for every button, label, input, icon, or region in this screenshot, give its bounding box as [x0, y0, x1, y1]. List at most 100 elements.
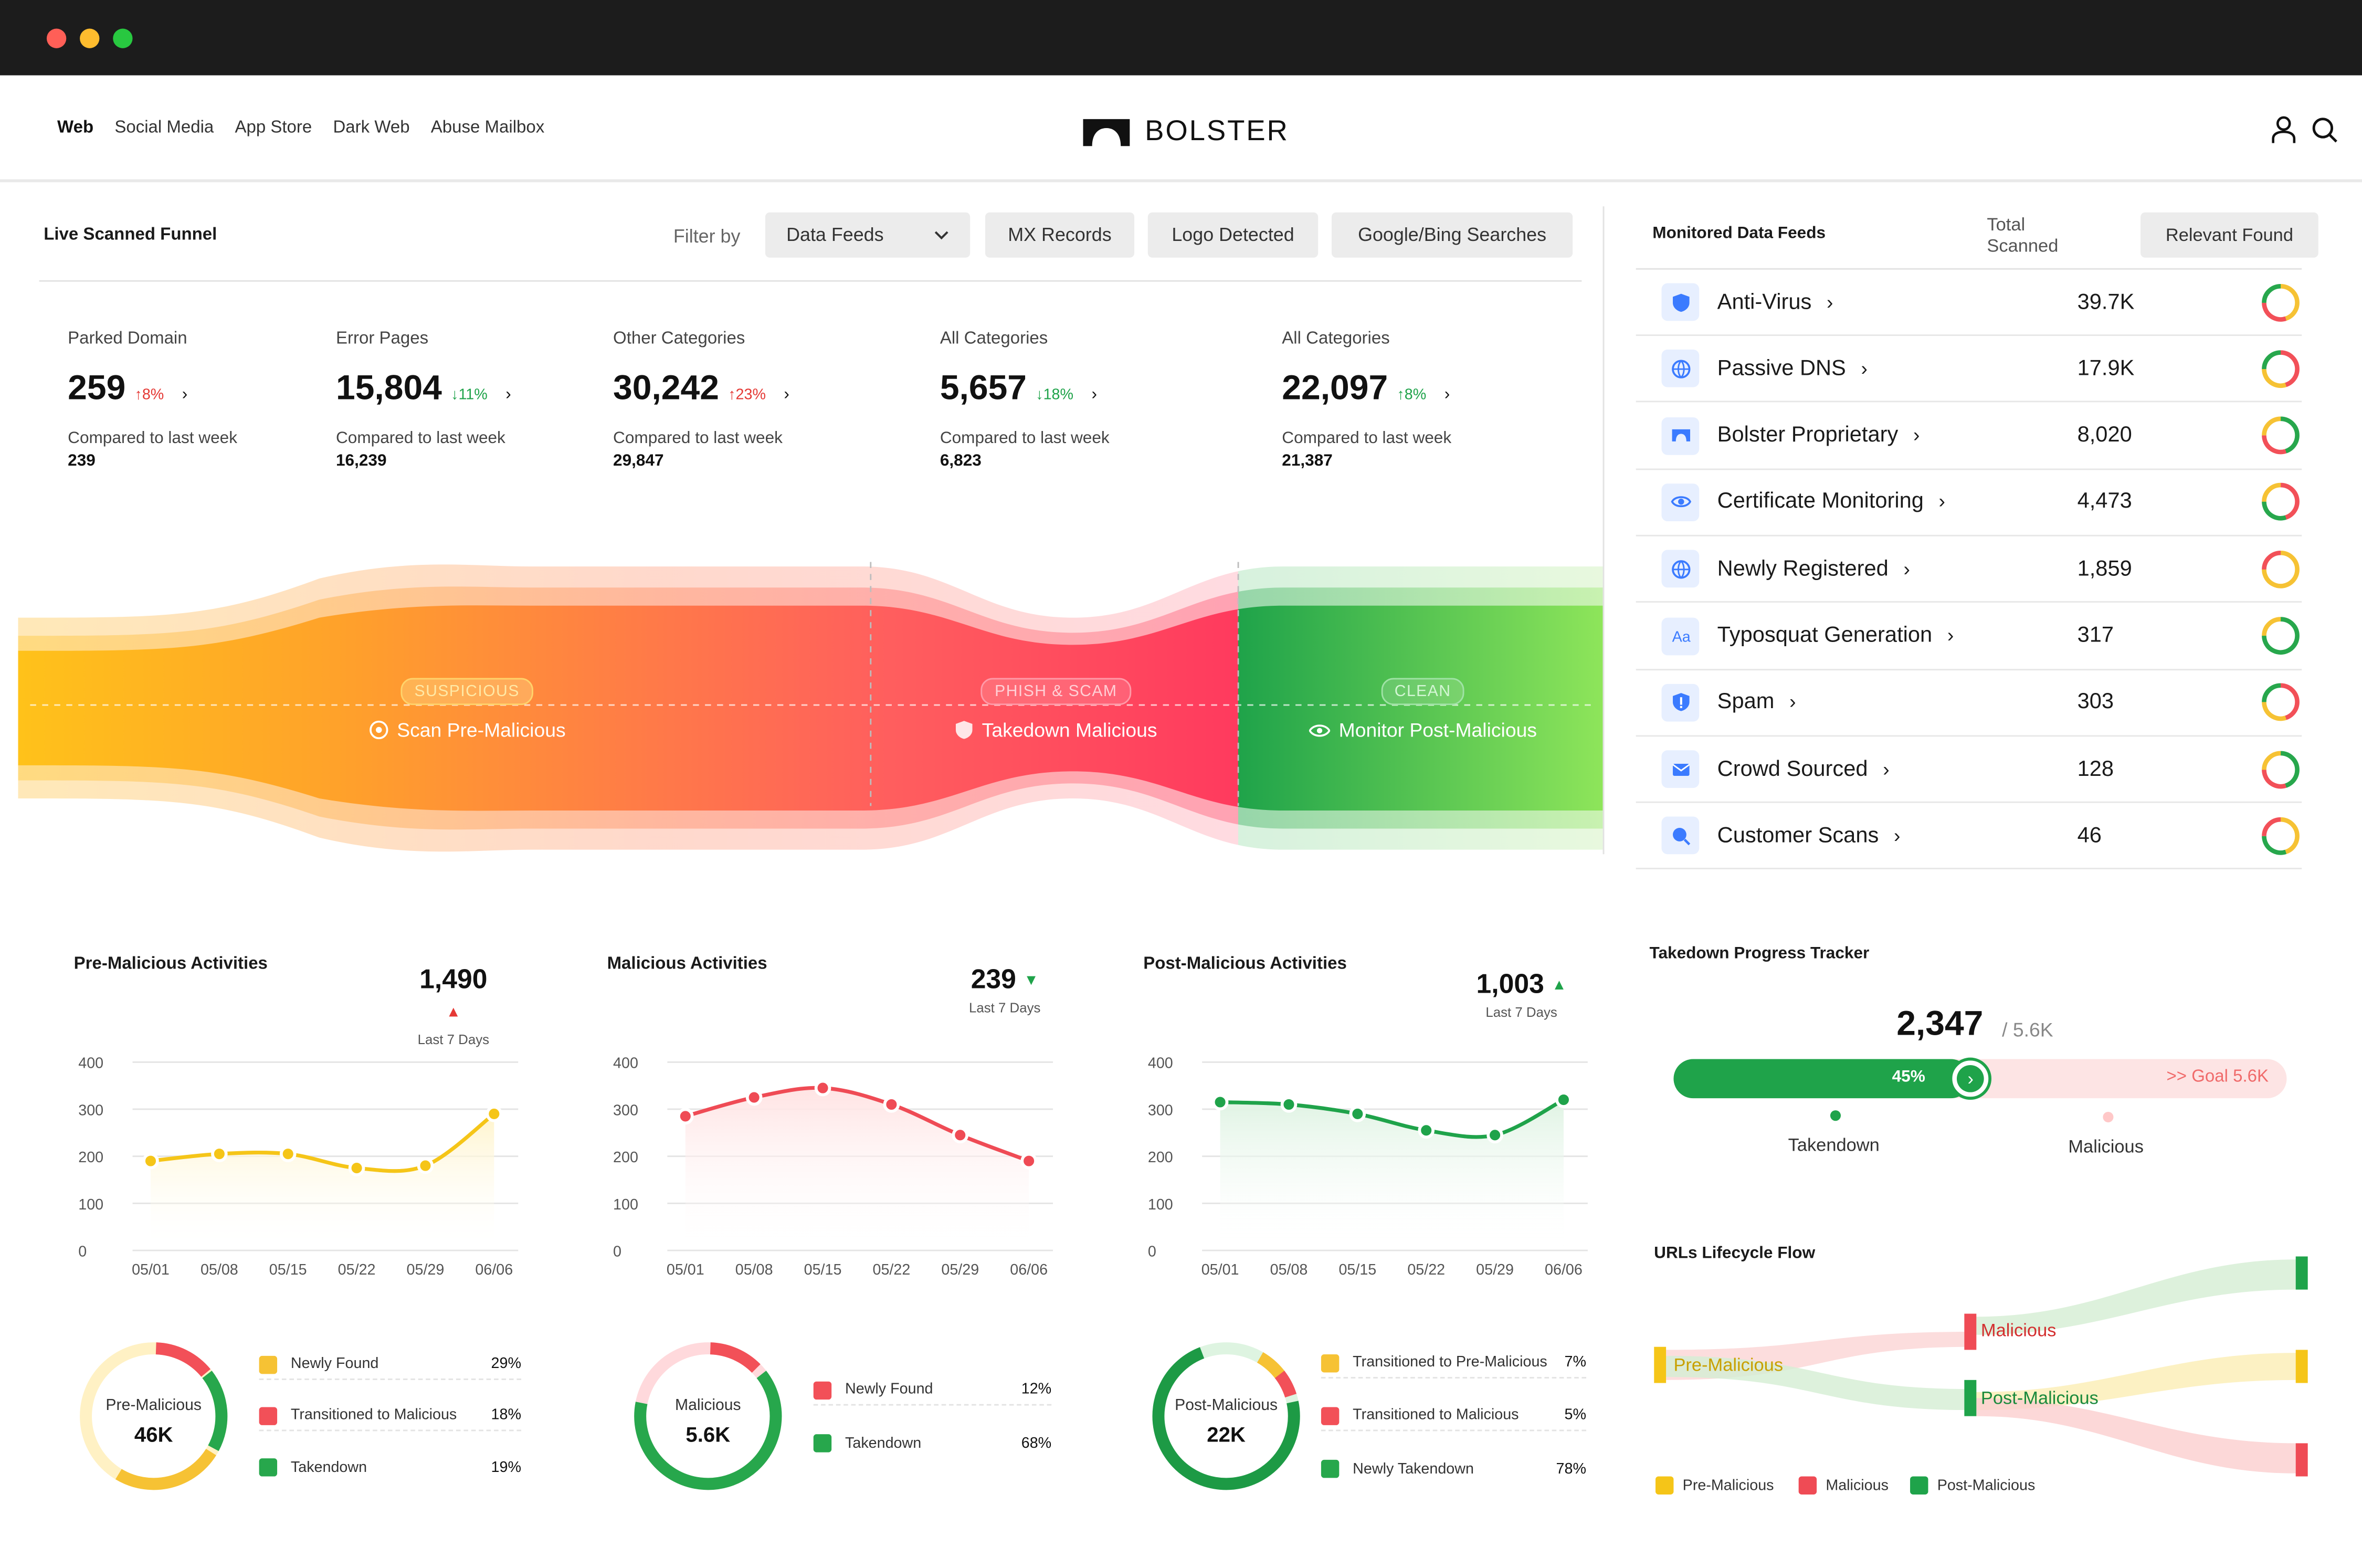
node-end-yellow — [2295, 1350, 2308, 1383]
feed-icon-wrap — [1661, 283, 1700, 321]
chevron-right-icon[interactable]: › — [182, 385, 188, 404]
chevron-right-icon[interactable]: › — [1091, 385, 1098, 404]
stat-change: ↑8% — [134, 387, 164, 404]
feed-row-spam[interactable]: Spam › 303 — [1636, 670, 2302, 736]
data-point[interactable] — [1555, 1091, 1572, 1108]
data-point[interactable] — [1020, 1152, 1037, 1170]
data-point[interactable] — [952, 1127, 969, 1144]
legend-pct: 78% — [1556, 1460, 1587, 1477]
legend-label: Transitioned to Pre-Malicious — [1353, 1354, 1547, 1371]
data-point[interactable] — [677, 1108, 694, 1125]
data-point[interactable] — [417, 1157, 434, 1174]
data-feeds-dropdown[interactable]: Data Feeds — [765, 212, 971, 258]
compare-value: 21,387 — [1282, 451, 1333, 470]
chevron-right-icon[interactable]: › — [1947, 624, 1954, 647]
post-malicious-chart: 0 100 200 300 400 05/01 05/08 05/15 05/22 05/29 06… — [1148, 1055, 1588, 1278]
data-point[interactable] — [883, 1096, 900, 1113]
x-tick-label: 05/22 — [873, 1261, 911, 1278]
nav-link-app-store[interactable]: App Store — [235, 119, 312, 138]
total-scanned-tab[interactable]: Total Scanned — [1987, 214, 2059, 256]
data-point[interactable] — [348, 1160, 365, 1176]
nav-link-web[interactable]: Web — [57, 119, 94, 138]
brand-logo[interactable]: BOLSTER — [1083, 116, 1289, 149]
stat-parked-domain[interactable]: Parked Domain 259 ↑8% › Compared to last… — [68, 330, 237, 470]
feed-icon-wrap — [1661, 750, 1700, 788]
maximize-window-button[interactable] — [113, 28, 133, 48]
data-point[interactable] — [279, 1145, 297, 1162]
search-icon — [1672, 827, 1690, 845]
stat-all-categories-post[interactable]: All Categories 22,097 ↑8% › Compared to … — [1282, 330, 1451, 470]
search-icon[interactable] — [2311, 116, 2338, 143]
progress-handle[interactable]: › — [1949, 1057, 1992, 1100]
nav-link-social-media[interactable]: Social Media — [114, 119, 214, 138]
stat-value: 15,804 — [335, 367, 442, 407]
mail-icon — [1671, 763, 1690, 775]
feed-row-newly-registered[interactable]: Newly Registered › 1,859 — [1636, 536, 2302, 603]
chevron-right-icon[interactable]: › — [1883, 757, 1890, 780]
stat-error-pages[interactable]: Error Pages 15,804 ↓11% › Compared to la… — [336, 330, 511, 470]
pre-malicious-title: Pre-Malicious Activities — [73, 955, 268, 973]
data-point[interactable] — [1486, 1127, 1503, 1144]
legend-swatch — [1321, 1353, 1340, 1372]
chevron-right-icon[interactable]: › — [1861, 356, 1868, 380]
data-point[interactable] — [814, 1079, 831, 1097]
bolster-icon — [1671, 429, 1690, 442]
legend-label: Transitioned to Malicious — [1353, 1407, 1519, 1424]
feed-row-certificate-monitoring[interactable]: Certificate Monitoring › 4,473 — [1636, 470, 2302, 536]
legend-swatch — [1655, 1476, 1674, 1495]
data-point[interactable] — [486, 1106, 503, 1122]
data-point[interactable] — [1211, 1093, 1229, 1111]
stat-change: ↑23% — [728, 387, 766, 404]
data-point[interactable] — [745, 1089, 763, 1106]
chevron-right-icon[interactable]: › — [1827, 290, 1833, 313]
chevron-right-icon[interactable]: › — [1913, 423, 1920, 446]
feed-row-passive-dns[interactable]: Passive DNS › 17.9K — [1636, 336, 2302, 403]
logo-detected-chip[interactable]: Logo Detected — [1147, 212, 1319, 258]
compare-label: Compared to last week — [335, 429, 505, 448]
stage-suspicious[interactable]: SUSPICIOUS Scan Pre-Malicious — [362, 678, 573, 741]
eye-icon — [1670, 497, 1691, 508]
feed-row-typosquat-generation[interactable]: Aa Typosquat Generation › 317 — [1636, 603, 2302, 670]
flow-post-to-malicious — [1976, 1398, 2296, 1474]
y-tick-label: 200 — [613, 1149, 638, 1166]
data-point[interactable] — [211, 1145, 228, 1162]
chevron-right-icon[interactable]: › — [1789, 690, 1796, 713]
node-end-red — [2295, 1443, 2308, 1477]
chevron-right-icon[interactable]: › — [1938, 490, 1946, 513]
feed-row-bolster-proprietary[interactable]: Bolster Proprietary › 8,020 — [1636, 403, 2302, 470]
x-tick-label: 05/29 — [407, 1261, 445, 1278]
chevron-right-icon[interactable]: › — [1903, 556, 1910, 580]
feed-row-anti-virus[interactable]: Anti-Virus › 39.7K — [1636, 270, 2302, 336]
close-window-button[interactable] — [46, 28, 67, 48]
malicious-chart: 0 100 200 300 400 05/01 05/08 05/15 05/22 05/29 06… — [613, 1055, 1053, 1278]
feed-count: 17.9K — [2077, 356, 2135, 381]
x-tick-label: 05/01 — [1201, 1261, 1239, 1278]
mx-records-chip[interactable]: MX Records — [985, 212, 1135, 258]
nav-link-dark-web[interactable]: Dark Web — [333, 119, 410, 138]
minimize-window-button[interactable] — [80, 28, 100, 48]
user-icon[interactable] — [2272, 116, 2296, 143]
radar-icon — [368, 720, 387, 740]
data-point[interactable] — [1280, 1096, 1298, 1113]
chevron-right-icon[interactable]: › — [505, 385, 511, 404]
feed-count: 39.7K — [2077, 290, 2135, 314]
stage-clean[interactable]: CLEAN Monitor Post-Malicious — [1299, 678, 1547, 741]
relevant-found-tab[interactable]: Relevant Found — [2140, 212, 2318, 258]
stage-title: Takedown Malicious — [955, 719, 1157, 741]
stat-all-categories-malicious[interactable]: All Categories 5,657 ↓18% › Compared to … — [940, 330, 1110, 470]
data-point[interactable] — [142, 1152, 159, 1170]
chevron-right-icon[interactable]: › — [1444, 385, 1450, 404]
flow-malicious-out — [1976, 1259, 2296, 1335]
chevron-right-icon[interactable]: › — [1894, 824, 1901, 847]
legend-pct: 68% — [1021, 1435, 1052, 1452]
nav-link-abuse-mailbox[interactable]: Abuse Mailbox — [430, 119, 545, 138]
stage-phish-scam[interactable]: PHISH & SCAM Takedown Malicious — [943, 678, 1169, 741]
google-bing-searches-chip[interactable]: Google/Bing Searches — [1331, 212, 1573, 258]
feed-row-crowd-sourced[interactable]: Crowd Sourced › 128 — [1636, 737, 2302, 803]
feed-row-customer-scans[interactable]: Customer Scans › 46 — [1636, 804, 2302, 870]
stat-other-categories[interactable]: Other Categories 30,242 ↑23% › Compared … — [613, 330, 789, 470]
data-point[interactable] — [1349, 1106, 1366, 1122]
legend-label: Newly Found — [290, 1355, 379, 1373]
data-point[interactable] — [1418, 1122, 1435, 1139]
chevron-right-icon[interactable]: › — [784, 385, 789, 404]
